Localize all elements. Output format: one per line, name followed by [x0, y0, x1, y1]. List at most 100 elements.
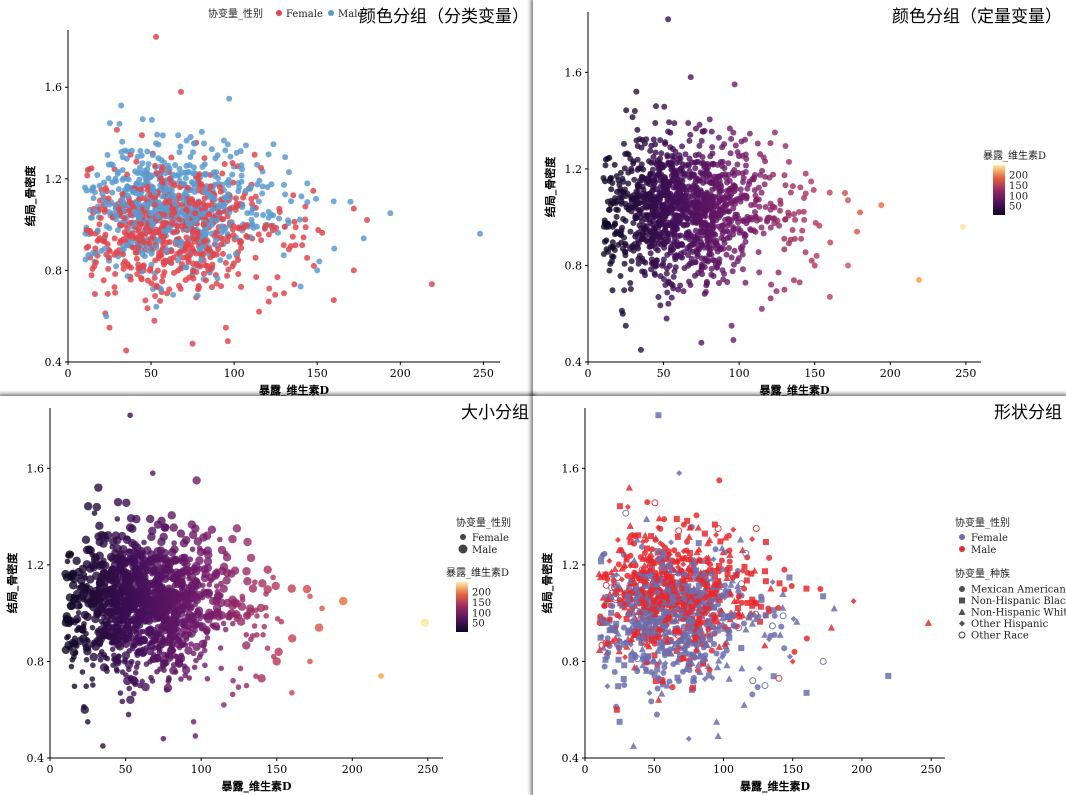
data-point: [182, 672, 189, 679]
data-point: [690, 684, 697, 691]
data-point: [265, 231, 272, 238]
data-point: [161, 269, 168, 276]
data-point: [698, 339, 705, 346]
data-point: [620, 140, 627, 147]
data-point: [163, 184, 170, 191]
data-point: [682, 192, 689, 199]
data-point: [281, 223, 288, 230]
data-point: [255, 198, 262, 205]
data-point: [680, 183, 687, 190]
data-point: [693, 249, 700, 256]
data-point: [177, 265, 184, 272]
data-point: [652, 271, 659, 278]
data-point: [138, 132, 145, 139]
data-point: [225, 266, 232, 273]
data-point: [752, 524, 760, 532]
data-point: [717, 538, 724, 545]
data-point: [150, 612, 157, 618]
data-point: [249, 220, 256, 227]
data-point: [916, 276, 923, 283]
data-point: [178, 223, 185, 230]
data-point: [724, 235, 731, 242]
data-point: [127, 412, 133, 419]
data-point: [693, 647, 700, 654]
data-point: [238, 162, 245, 169]
data-point: [660, 669, 667, 676]
data-point: [111, 284, 118, 291]
data-point: [97, 652, 104, 658]
data-point: [236, 184, 243, 191]
data-point: [193, 623, 200, 629]
data-point: [153, 170, 160, 177]
data-point: [669, 196, 676, 203]
data-point: [64, 616, 70, 622]
data-point: [144, 305, 151, 312]
data-point: [161, 228, 168, 235]
data-point: [816, 222, 823, 229]
data-point: [802, 249, 809, 256]
data-point: [677, 589, 684, 596]
data-point: [143, 546, 152, 555]
data-point: [129, 243, 136, 250]
data-point: [167, 645, 176, 655]
data-point: [618, 239, 625, 246]
data-point: [249, 201, 256, 208]
data-point: [709, 144, 716, 151]
legend-title: 协变量_性别: [208, 7, 263, 20]
data-point: [194, 201, 201, 208]
data-point: [678, 171, 685, 178]
data-point: [733, 572, 740, 579]
data-point: [179, 181, 186, 188]
data-point: [661, 516, 668, 523]
data-point: [808, 257, 815, 264]
data-point: [187, 134, 194, 141]
data-point: [90, 682, 96, 688]
data-point: [800, 195, 807, 202]
data-point: [98, 618, 105, 625]
data-point: [782, 216, 789, 223]
data-point: [201, 155, 208, 162]
data-point: [222, 259, 229, 266]
data-point: [194, 593, 201, 599]
data-point: [762, 203, 769, 210]
data-point: [229, 159, 236, 166]
data-point: [94, 610, 101, 617]
data-point: [619, 175, 626, 182]
data-point: [89, 652, 98, 662]
data-point: [624, 504, 631, 511]
data-point: [106, 552, 116, 562]
data-point: [120, 265, 127, 272]
data-point: [609, 239, 616, 246]
data-point: [662, 140, 669, 147]
data-point: [632, 582, 639, 589]
data-point: [709, 624, 716, 631]
data-point: [725, 208, 732, 215]
data-point: [727, 150, 734, 157]
data-point: [172, 161, 179, 168]
x-tick-label: 200: [390, 367, 411, 380]
data-point: [616, 597, 623, 604]
legend-key-male: [328, 10, 334, 16]
data-point: [104, 668, 110, 674]
x-tick-label: 150: [307, 367, 328, 380]
data-point: [635, 255, 642, 262]
data-point: [216, 184, 223, 191]
scatter-plot-shape: 0 50 100 150 200 2500.40.81.21.6暴露_维生素D结局_骨密度…: [540, 408, 1066, 794]
data-point: [144, 165, 151, 172]
data-point: [182, 618, 189, 624]
data-point: [749, 691, 756, 698]
data-point: [282, 154, 289, 161]
data-point: [162, 598, 169, 605]
data-point: [665, 128, 672, 135]
data-point: [742, 549, 750, 557]
data-point: [112, 212, 119, 219]
data-point: [622, 509, 630, 517]
data-point: [657, 302, 664, 309]
data-point: [285, 246, 292, 253]
data-point: [67, 601, 76, 610]
data-point: [161, 188, 168, 195]
data-point: [685, 183, 692, 190]
data-point: [144, 204, 151, 211]
data-point: [222, 576, 231, 585]
data-point: [313, 195, 320, 202]
